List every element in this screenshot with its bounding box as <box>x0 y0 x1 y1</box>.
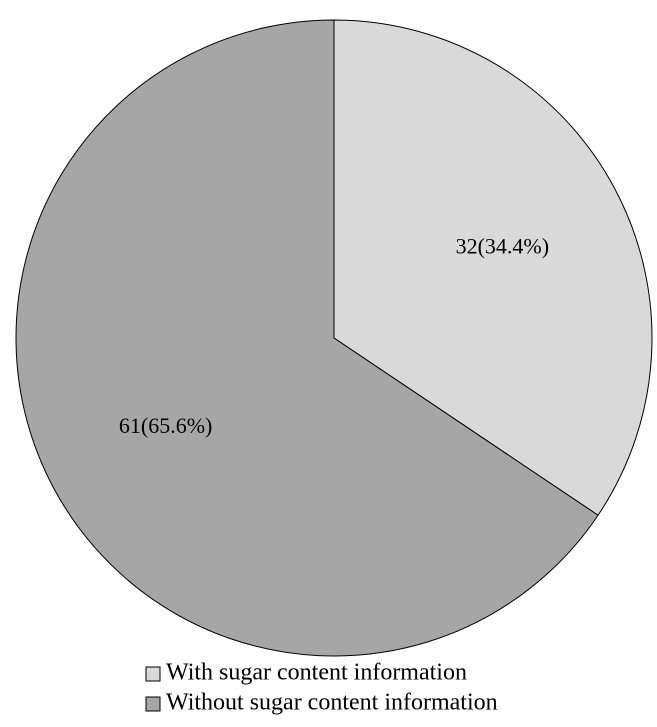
legend-entry-with-sugar-content-information: With sugar content information <box>145 660 467 686</box>
slice-label-without-sugar-content-information: 61(65.6%) <box>119 413 212 438</box>
legend-swatch-with-sugar-content-information <box>145 666 161 682</box>
legend-label-without-sugar-content-information: Without sugar content information <box>166 690 498 716</box>
legend-label-with-sugar-content-information: With sugar content information <box>166 660 467 686</box>
legend-swatch-without-sugar-content-information <box>145 696 161 712</box>
legend: With sugar content information Without su… <box>145 660 498 716</box>
pie-slices <box>15 19 653 657</box>
pie-slice-with-sugar-content-information <box>333 19 653 516</box>
pie-slice-labels: 32(34.4%) 61(65.6%) <box>119 233 549 438</box>
legend-entry-without-sugar-content-information: Without sugar content information <box>145 690 498 716</box>
pie-slice-without-sugar-content-information <box>15 19 599 657</box>
slice-label-with-sugar-content-information: 32(34.4%) <box>456 233 549 258</box>
